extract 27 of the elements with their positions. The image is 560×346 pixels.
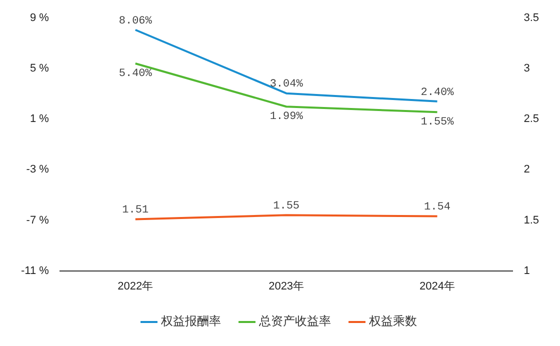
y-tick-label: -3 % [26,164,50,176]
legend-label: 权益报酬率 [160,314,221,328]
data-label: 8.06% [118,15,152,28]
y2-tick-label: 3 [524,62,530,75]
y2-tick-label: 1 [524,264,530,277]
data-label: 2.40% [420,86,454,99]
y2-tick-label: 3.5 [524,12,540,24]
y-tick-label: 1 % [30,113,50,126]
data-label: 1.99% [270,111,304,124]
x-tick-label: 2022年 [118,280,154,292]
y-tick-label: 5 % [30,62,50,75]
data-label: 3.04% [270,78,304,91]
data-label: 5.40% [118,68,152,80]
y2-tick-label: 2.5 [524,113,540,126]
data-label: 1.55% [420,116,454,129]
legend-label: 总资产收益率 [258,314,331,328]
data-label: 1.55 [273,200,300,213]
data-label: 1.51 [122,204,149,217]
data-label: 1.54 [424,202,451,214]
y-tick-label: -11 % [20,264,50,277]
y2-tick-label: 2 [524,164,530,176]
y-tick-label: 9 % [30,12,50,24]
x-tick-label: 2023年 [268,280,304,292]
x-tick-label: 2024年 [420,280,455,292]
legend-label: 权益乘数 [368,314,417,328]
y-tick-label: -7 % [26,214,50,226]
y2-tick-label: 1.5 [524,214,540,226]
